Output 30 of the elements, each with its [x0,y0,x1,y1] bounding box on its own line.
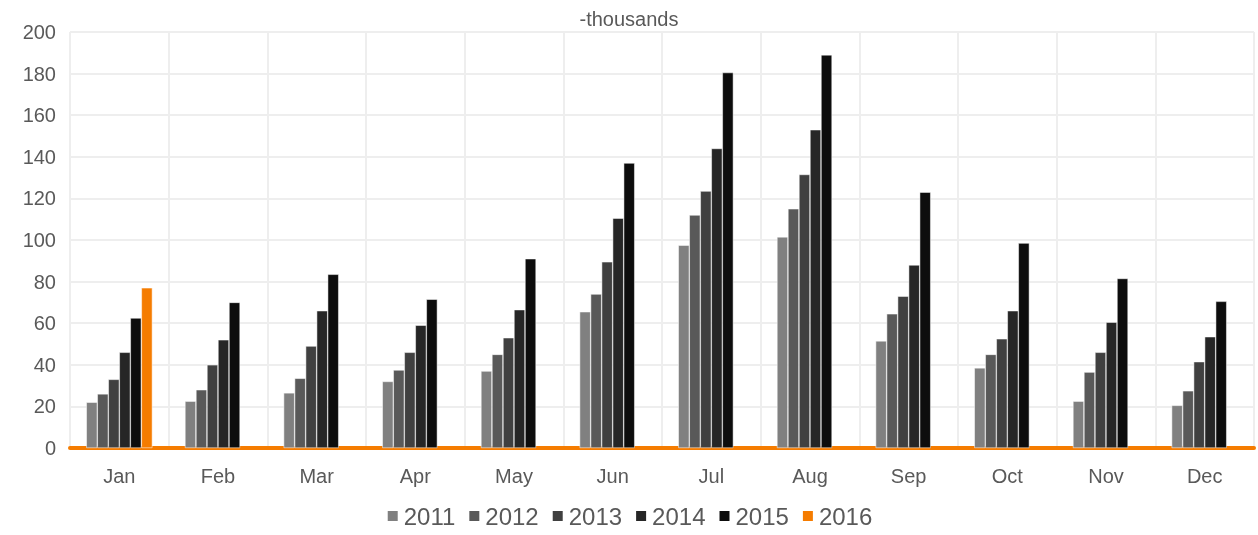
x-tick-label: Apr [399,465,432,487]
x-tick-label: Oct [991,465,1024,487]
x-tick-label: Sep [890,465,927,487]
legend-label: 2016 [818,502,873,530]
x-tick-label: Feb [200,465,236,487]
legend-label: 2013 [568,502,623,530]
legend-label: 2015 [735,502,789,530]
x-tick-label: Dec [1186,465,1223,487]
y-tick-label: 120 [22,187,56,210]
y-tick-label: 200 [22,21,56,43]
y-tick-label: 100 [22,229,56,251]
y-tick-label: 0 [44,437,56,459]
y-tick-label: 160 [22,104,56,127]
y-tick-label: 80 [33,270,56,293]
x-tick-label: Jan [103,465,136,487]
y-tick-label: 40 [33,353,56,376]
y-tick-label: 180 [22,62,56,85]
y-tick-label: 60 [33,312,56,335]
x-tick-label: Mar [299,465,335,487]
legend-label: 2014 [652,502,706,530]
x-tick-label: Nov [1088,465,1124,487]
x-tick-label: Jul [698,465,725,487]
legend-label: 2012 [485,502,539,530]
x-tick-label: May [495,465,533,487]
chart-title: -thousands [579,8,679,30]
y-tick-label: 20 [33,395,56,418]
x-tick-label: Jun [596,465,629,487]
x-tick-label: Aug [792,465,828,487]
legend-label: 2011 [403,502,456,530]
y-tick-label: 140 [22,145,56,168]
